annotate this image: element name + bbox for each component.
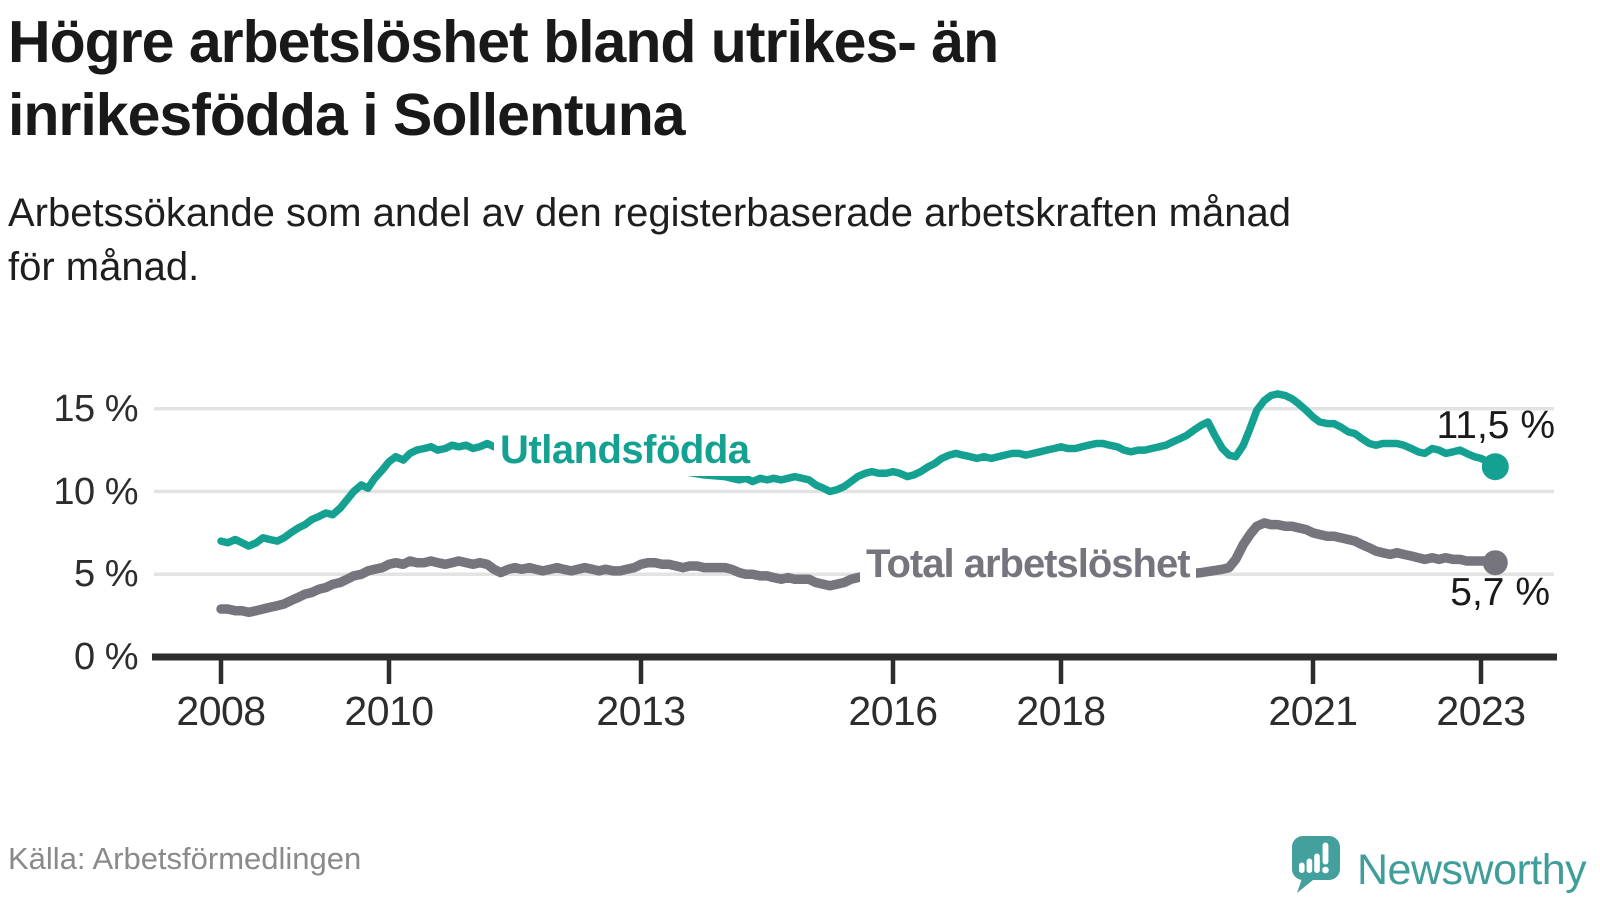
chart-subtitle-line-1: Arbetssökande som andel av den registerb… xyxy=(8,191,1291,235)
series-end-dot-utlandsfodda xyxy=(1481,453,1509,481)
page-title-line-2: inrikesfödda i Sollentuna xyxy=(8,82,686,148)
y-axis-tick-label: 10 % xyxy=(53,470,138,513)
end-value-label-utlandsfodda: 11,5 % xyxy=(1436,404,1555,447)
source-credit: Källa: Arbetsförmedlingen xyxy=(8,841,362,876)
x-axis-tick-label: 2023 xyxy=(1436,688,1526,734)
series-label-utlandsfodda: Utlandsfödda xyxy=(494,424,756,476)
x-axis-tick-label: 2016 xyxy=(848,688,938,734)
x-axis-tick-label: 2018 xyxy=(1016,688,1106,734)
y-axis-tick-label: 0 % xyxy=(74,636,138,678)
series-line-utlandsfodda xyxy=(217,390,1500,550)
brand-name: Newsworthy xyxy=(1357,846,1587,894)
x-axis-tick-label: 2021 xyxy=(1268,688,1358,734)
page-title: Högre arbetslöshet bland utrikes- än inr… xyxy=(8,6,999,152)
y-axis-tick-label: 15 % xyxy=(53,387,138,430)
x-axis-tick-label: 2013 xyxy=(596,688,686,734)
chart-subtitle-line-2: för månad. xyxy=(8,245,200,289)
x-axis-tick-label: 2008 xyxy=(176,688,266,734)
x-axis-tick-label: 2010 xyxy=(344,688,434,734)
page-title-line-1: Högre arbetslöshet bland utrikes- än xyxy=(8,9,999,75)
chart-subtitle: Arbetssökande som andel av den registerb… xyxy=(8,186,1291,294)
y-axis-tick-label: 5 % xyxy=(74,553,138,596)
brand-logo: Newsworthy xyxy=(1292,836,1587,896)
series-line-total-arbetsloshet xyxy=(216,518,1501,618)
series-label-total-arbetsloshet: Total arbetslöshet xyxy=(860,538,1196,590)
newsworthy-speech-bubble-chart-icon xyxy=(1292,836,1340,893)
end-value-label-total-arbetsloshet: 5,7 % xyxy=(1450,571,1550,614)
